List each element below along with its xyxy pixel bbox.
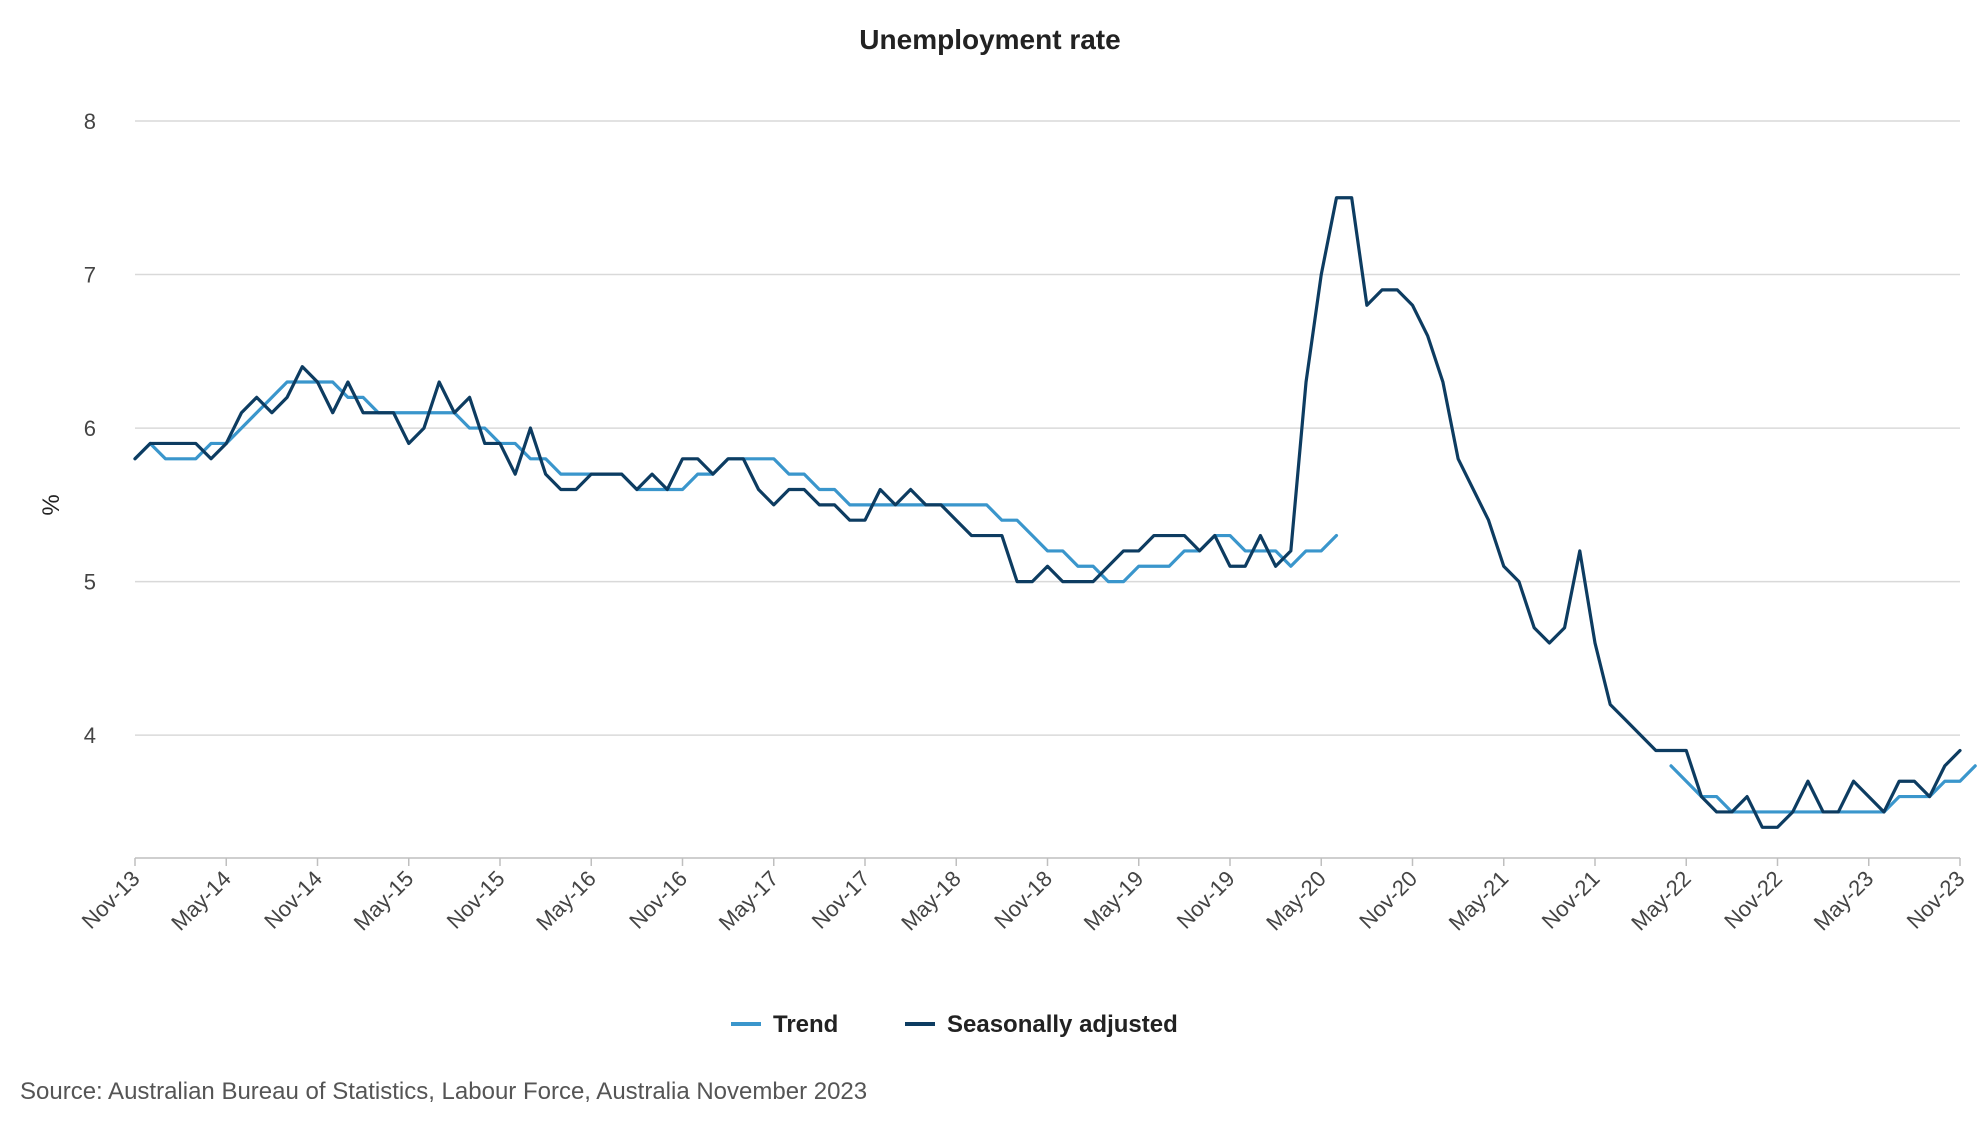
trend-line-after-gap — [1669, 764, 1977, 814]
y-tick-label: 6 — [84, 416, 96, 441]
x-tick-label: Nov-17 — [807, 866, 875, 934]
legend-trend-label: Trend — [773, 1011, 838, 1038]
seasonally-adjusted-line — [133, 196, 1962, 829]
y-tick-label: 4 — [84, 723, 96, 748]
x-tick-label: Nov-22 — [1719, 866, 1787, 934]
x-tick-label: May-17 — [714, 866, 784, 936]
trend-line — [133, 380, 1339, 584]
x-tick-label: May-22 — [1626, 866, 1696, 936]
x-tick-label: May-16 — [531, 866, 601, 936]
y-tick-label: 8 — [84, 109, 96, 134]
x-tick-label: May-23 — [1809, 866, 1879, 936]
x-tick-label: May-14 — [166, 866, 236, 936]
x-tick-label: May-19 — [1079, 866, 1149, 936]
y-axis-ticks: 4 5 6 7 8 — [84, 109, 96, 748]
x-tick-label: May-18 — [896, 866, 966, 936]
x-tick-label: Nov-23 — [1902, 866, 1970, 934]
x-tick-label: Nov-16 — [624, 866, 692, 934]
y-tick-label: 5 — [84, 570, 96, 595]
legend-sa-label: Seasonally adjusted — [947, 1011, 1178, 1038]
x-tick-label: Nov-20 — [1354, 866, 1422, 934]
chart-title: Unemployment rate — [859, 24, 1120, 55]
x-tick-label: May-20 — [1261, 866, 1331, 936]
x-tick-label: Nov-14 — [259, 866, 327, 934]
x-tick-label: Nov-19 — [1172, 866, 1240, 934]
x-axis-ticks: Nov-13 May-14 Nov-14 May-15 Nov-15 May-16 Nov-… — [77, 858, 1970, 935]
y-axis-label: % — [38, 494, 65, 515]
source-note: Source: Australian Bureau of Statistics,… — [20, 1078, 868, 1105]
x-tick-label: May-15 — [349, 866, 419, 936]
x-tick-label: Nov-18 — [989, 866, 1057, 934]
x-tick-label: Nov-15 — [442, 866, 510, 934]
x-tick-label: Nov-21 — [1537, 866, 1605, 934]
legend: Trend Seasonally adjusted — [731, 1011, 1178, 1038]
gridlines — [135, 120, 1960, 736]
y-tick-label: 7 — [84, 263, 96, 288]
series-lines — [133, 196, 1977, 829]
x-tick-label: Nov-13 — [77, 866, 145, 934]
x-tick-label: May-21 — [1444, 866, 1514, 936]
